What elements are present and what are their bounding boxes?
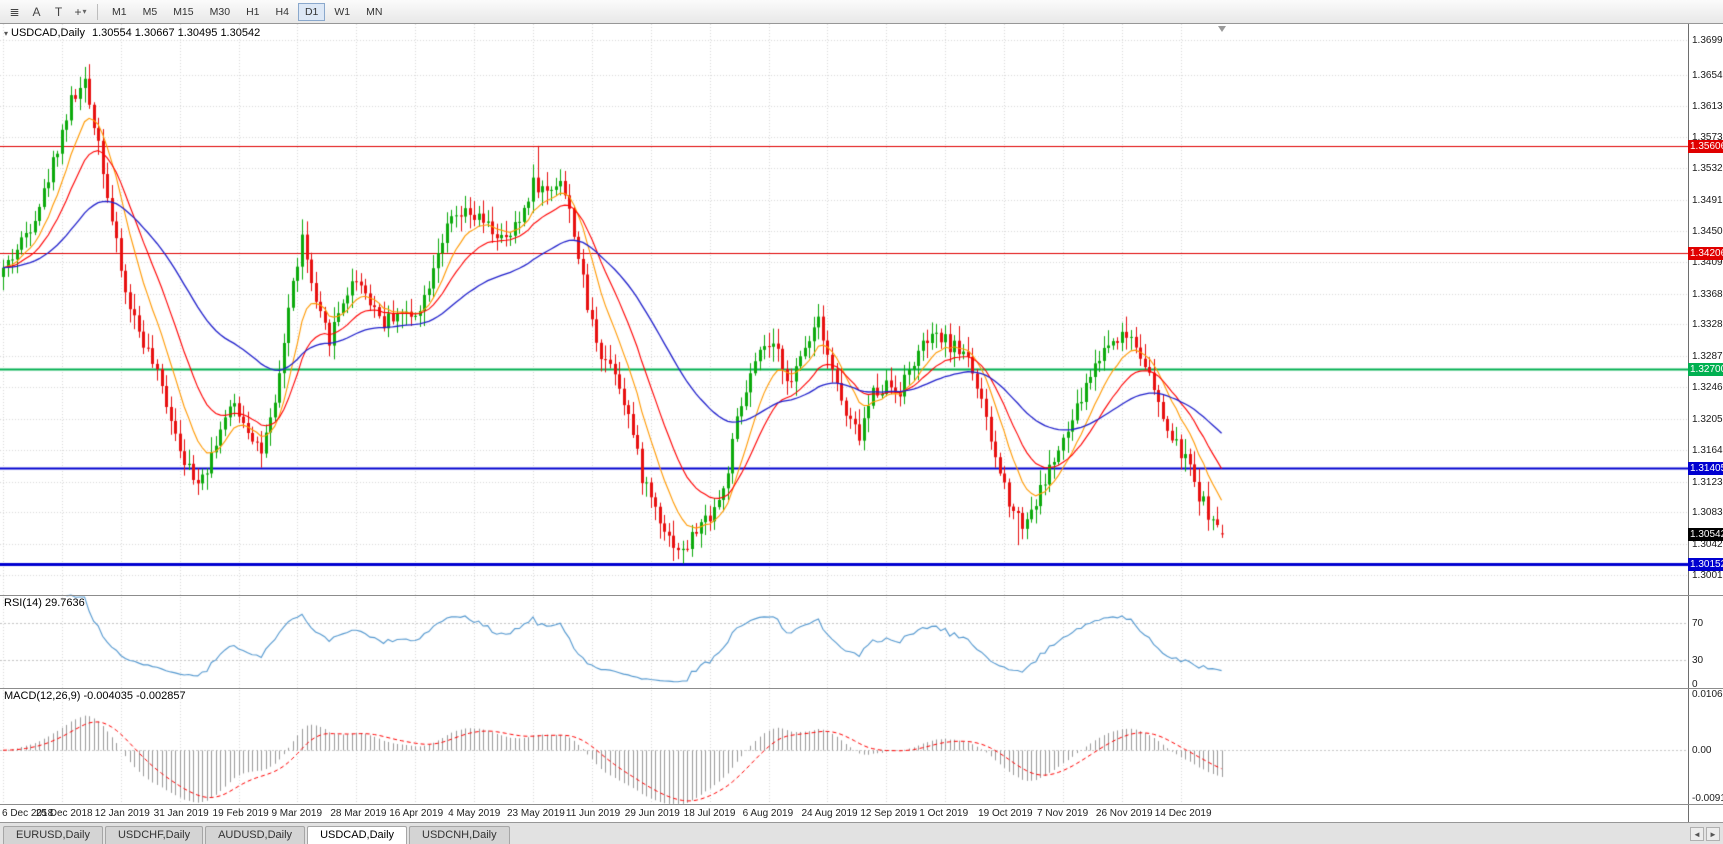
date-axis-separator <box>0 804 1723 805</box>
toolbar-separator <box>97 3 98 20</box>
tab-scroll-right-icon[interactable]: ► <box>1706 827 1720 841</box>
price-tick-label: 1.30830 <box>1692 507 1723 518</box>
date-tick-label: 6 Dec 2018 <box>2 808 54 819</box>
crosshair-icon: + <box>74 4 82 19</box>
date-tick-label: 18 Jul 2019 <box>683 808 736 819</box>
text-tool-icon: T <box>54 4 63 19</box>
chart-tab-usdcad[interactable]: USDCAD,Daily <box>307 826 408 844</box>
timeframe-button-mn[interactable]: MN <box>359 3 389 21</box>
price-axis[interactable] <box>1688 24 1723 822</box>
price-tick-label: 1.32050 <box>1692 414 1723 425</box>
date-tick-label: 26 Nov 2019 <box>1095 808 1153 819</box>
price-tick-label: 1.34910 <box>1692 195 1723 206</box>
chart-area: ▾ USDCAD,Daily 1.30554 1.30667 1.30495 1.3… <box>0 24 1723 822</box>
chart-shift-marker-icon[interactable] <box>1218 26 1226 32</box>
rsi-label: RSI(14) 29.7636 <box>4 597 85 609</box>
price-tick-label: 1.32460 <box>1692 382 1723 393</box>
arrow-tool-icon: A <box>32 4 41 19</box>
chart-tab-usdcnh[interactable]: USDCNH,Daily <box>409 826 510 844</box>
date-tick-label: 4 May 2019 <box>448 808 501 819</box>
macd-axis-label: 0.010615 <box>1692 689 1723 700</box>
chart-tab-usdchf[interactable]: USDCHF,Daily <box>104 826 204 844</box>
chart-marker-icon: ▾ <box>4 29 9 38</box>
tab-scroll-left-icon[interactable]: ◄ <box>1690 827 1704 841</box>
chart-tab-audusd[interactable]: AUDUSD,Daily <box>205 826 306 844</box>
date-tick-label: 24 Aug 2019 <box>801 808 858 819</box>
macd-label: MACD(12,26,9) -0.004035 -0.002857 <box>4 690 186 702</box>
timeframe-button-h1[interactable]: H1 <box>239 3 266 21</box>
crosshair-tool-button[interactable]: + ▾ <box>70 2 91 21</box>
price-tick-label: 1.30010 <box>1692 570 1723 581</box>
date-tick-label: 25 Dec 2018 <box>35 808 93 819</box>
price-tick-label: 1.36540 <box>1692 70 1723 81</box>
timeframe-button-d1[interactable]: D1 <box>297 2 326 21</box>
chart-tab-bar: EURUSD,Daily USDCHF,Daily AUDUSD,Daily USDC… <box>0 822 1723 844</box>
timeframe-button-m1[interactable]: M1 <box>105 3 134 21</box>
rsi-panel-separator[interactable] <box>0 595 1723 596</box>
price-tick-label: 1.35730 <box>1692 132 1723 143</box>
rsi-axis-label: 30 <box>1692 655 1704 666</box>
date-tick-label: 29 Jun 2019 <box>624 808 680 819</box>
date-tick-label: 19 Feb 2019 <box>212 808 269 819</box>
price-tick-label: 1.36990 <box>1692 35 1723 46</box>
chart-list-button[interactable]: ≣ <box>4 2 25 21</box>
price-tick-label: 1.35320 <box>1692 163 1723 174</box>
date-tick-label: 31 Jan 2019 <box>153 808 209 819</box>
price-tick-label: 1.34500 <box>1692 226 1723 237</box>
date-tick-label: 23 May 2019 <box>507 808 565 819</box>
current-price-label: 1.30542 <box>1688 528 1723 541</box>
price-tick-label: 1.32870 <box>1692 351 1723 362</box>
price-tick-label: 1.34090 <box>1692 257 1723 268</box>
level-price-label: 1.31405 <box>1688 462 1723 475</box>
tab-scroll-group: ◄ ► <box>1690 827 1720 844</box>
chart-ohlc-values: 1.30554 1.30667 1.30495 1.30542 <box>91 27 261 39</box>
price-tick-label: 1.33680 <box>1692 289 1723 300</box>
date-tick-label: 1 Oct 2019 <box>919 808 969 819</box>
timeframe-button-m15[interactable]: M15 <box>166 3 200 21</box>
date-tick-label: 28 Mar 2019 <box>330 808 387 819</box>
macd-axis-label: -0.00918 <box>1692 793 1723 804</box>
date-tick-label: 7 Nov 2019 <box>1037 808 1089 819</box>
date-tick-label: 11 Jun 2019 <box>565 808 621 819</box>
chart-tabs: EURUSD,Daily USDCHF,Daily AUDUSD,Daily USDC… <box>3 826 512 844</box>
date-tick-label: 14 Dec 2019 <box>1154 808 1212 819</box>
macd-panel-separator[interactable] <box>0 688 1723 689</box>
level-price-label: 1.34206 <box>1688 247 1723 260</box>
timeframe-button-h4[interactable]: H4 <box>269 3 296 21</box>
date-tick-label: 12 Sep 2019 <box>860 808 918 819</box>
price-tick-label: 1.31230 <box>1692 477 1723 488</box>
macd-axis-label: 0.00 <box>1692 745 1712 756</box>
level-price-label: 1.32700 <box>1688 363 1723 376</box>
text-tool-button[interactable]: T <box>48 2 69 21</box>
top-toolbar: ≣ A T + ▾ M1 M5 M15 M30 H1 H4 D1 W1 MN <box>0 0 1723 24</box>
timeframe-button-w1[interactable]: W1 <box>327 3 357 21</box>
chart-header: ▾ USDCAD,Daily 1.30554 1.30667 1.30495 1.3… <box>4 27 260 39</box>
price-tick-label: 1.30420 <box>1692 539 1723 550</box>
date-tick-label: 16 Apr 2019 <box>389 808 444 819</box>
price-tick-label: 1.33280 <box>1692 319 1723 330</box>
date-tick-label: 19 Oct 2019 <box>978 808 1033 819</box>
rsi-axis-label: 70 <box>1692 618 1704 629</box>
arrow-tool-button[interactable]: A <box>26 2 47 21</box>
price-tick-label: 1.36130 <box>1692 101 1723 112</box>
price-tick-label: 1.31640 <box>1692 445 1723 456</box>
timeframe-button-group: M1 M5 M15 M30 H1 H4 D1 W1 MN <box>104 2 390 21</box>
date-tick-label: 9 Mar 2019 <box>271 808 323 819</box>
chart-symbol-label: USDCAD,Daily <box>11 27 85 39</box>
date-tick-label: 12 Jan 2019 <box>94 808 150 819</box>
chart-tab-eurusd[interactable]: EURUSD,Daily <box>3 826 103 844</box>
timeframe-button-m30[interactable]: M30 <box>203 3 237 21</box>
timeframe-button-m5[interactable]: M5 <box>136 3 165 21</box>
chart-list-icon: ≣ <box>9 4 20 19</box>
chart-canvas[interactable] <box>0 24 1688 822</box>
rsi-axis-label: 0 <box>1692 679 1698 690</box>
date-tick-label: 6 Aug 2019 <box>742 808 794 819</box>
toolbar-icon-group: ≣ A T + ▾ <box>4 2 91 21</box>
level-price-label: 1.35606 <box>1688 140 1723 153</box>
dropdown-caret-icon: ▾ <box>82 7 87 16</box>
level-price-label: 1.30152 <box>1688 558 1723 571</box>
